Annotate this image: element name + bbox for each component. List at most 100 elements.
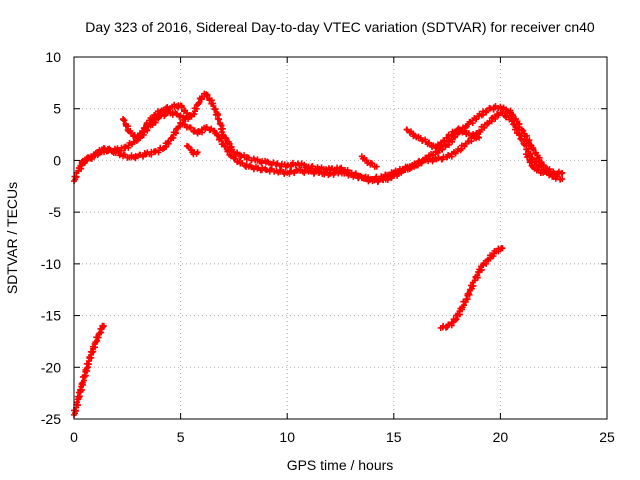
data-point [177, 102, 184, 109]
data-point [433, 156, 440, 163]
data-point [198, 93, 205, 100]
x-axis-label: GPS time / hours [287, 457, 394, 473]
data-point [326, 170, 333, 177]
data-point-interp [181, 108, 188, 115]
x-tick-label: 10 [279, 429, 295, 445]
data-point [422, 138, 429, 145]
data-point [160, 145, 167, 152]
data-point [358, 153, 365, 160]
data-point [305, 168, 312, 175]
data-points [71, 90, 566, 418]
data-point-interp [215, 132, 222, 139]
data-point [186, 124, 193, 131]
data-point [90, 345, 97, 352]
data-point [467, 286, 474, 293]
data-point [559, 176, 566, 183]
data-point [100, 322, 107, 329]
data-point [486, 105, 493, 112]
data-point-interp [426, 139, 433, 146]
data-point [454, 126, 461, 133]
data-point [305, 163, 312, 170]
data-point-interp [172, 129, 179, 136]
data-point [508, 116, 515, 123]
data-point [228, 153, 235, 160]
data-point [508, 109, 515, 116]
data-point [294, 160, 301, 167]
data-point [403, 126, 410, 133]
data-point [488, 252, 495, 259]
data-point [211, 128, 218, 135]
data-point [262, 166, 269, 173]
plot-frame [73, 56, 608, 420]
data-point [190, 151, 197, 158]
data-point [75, 396, 82, 403]
data-point [294, 167, 301, 174]
data-point [444, 323, 451, 330]
x-tick-label: 15 [386, 429, 402, 445]
data-point [92, 339, 99, 346]
data-point-interp [149, 115, 156, 122]
data-point [75, 167, 82, 174]
data-point [550, 173, 557, 180]
data-point [444, 141, 451, 148]
data-point [96, 330, 103, 337]
data-point [152, 149, 159, 156]
data-point [88, 351, 95, 358]
data-point-interp [212, 106, 219, 113]
data-point [122, 145, 129, 152]
data-point [444, 154, 451, 161]
y-tick-label: 5 [53, 101, 61, 117]
data-point [143, 121, 150, 128]
data-point [188, 147, 195, 154]
series-track-isolated [183, 142, 380, 170]
data-point [83, 156, 90, 163]
x-tick-label: 25 [599, 429, 615, 445]
data-point-interp [442, 324, 449, 331]
data-point [465, 138, 472, 145]
data-point [465, 121, 472, 128]
data-point [109, 148, 116, 155]
data-point [77, 162, 84, 169]
y-tick-label: 10 [45, 49, 61, 65]
data-point [126, 128, 133, 135]
y-tick-label: -25 [41, 411, 61, 427]
data-point [454, 148, 461, 155]
data-point [433, 145, 440, 152]
data-point [412, 132, 419, 139]
data-point [476, 128, 483, 135]
series-track-low-late [437, 245, 506, 331]
data-point [273, 161, 280, 168]
data-point [465, 130, 472, 137]
data-point [126, 154, 133, 161]
data-point [203, 124, 210, 131]
data-point-interp [474, 272, 481, 279]
data-point [245, 163, 252, 170]
data-point [390, 172, 397, 179]
data-point [143, 151, 150, 158]
data-point [120, 116, 127, 123]
y-tick-label: -15 [41, 308, 61, 324]
y-tick-label: 0 [53, 152, 61, 168]
data-point-interp [472, 116, 479, 123]
data-point-interp [491, 114, 498, 121]
data-point [284, 162, 291, 169]
y-tick-label: -5 [49, 204, 62, 220]
data-point [190, 110, 197, 117]
data-point [486, 118, 493, 125]
data-point [412, 161, 419, 168]
y-tick-label: -10 [41, 256, 61, 272]
data-point [493, 248, 500, 255]
data-point [437, 324, 444, 331]
x-tick-label: 20 [493, 429, 509, 445]
data-point [497, 103, 504, 110]
chart-title: Day 323 of 2016, Sidereal Day-to-day VTE… [85, 19, 595, 35]
data-point [83, 365, 90, 372]
data-point [117, 151, 124, 158]
data-point-interp [525, 138, 532, 145]
data-point [194, 149, 201, 156]
y-axis-label: SDTVAR / TECUs [4, 182, 20, 294]
data-point [284, 169, 291, 176]
data-point [559, 169, 566, 176]
data-point [365, 159, 372, 166]
data-point [522, 151, 529, 158]
